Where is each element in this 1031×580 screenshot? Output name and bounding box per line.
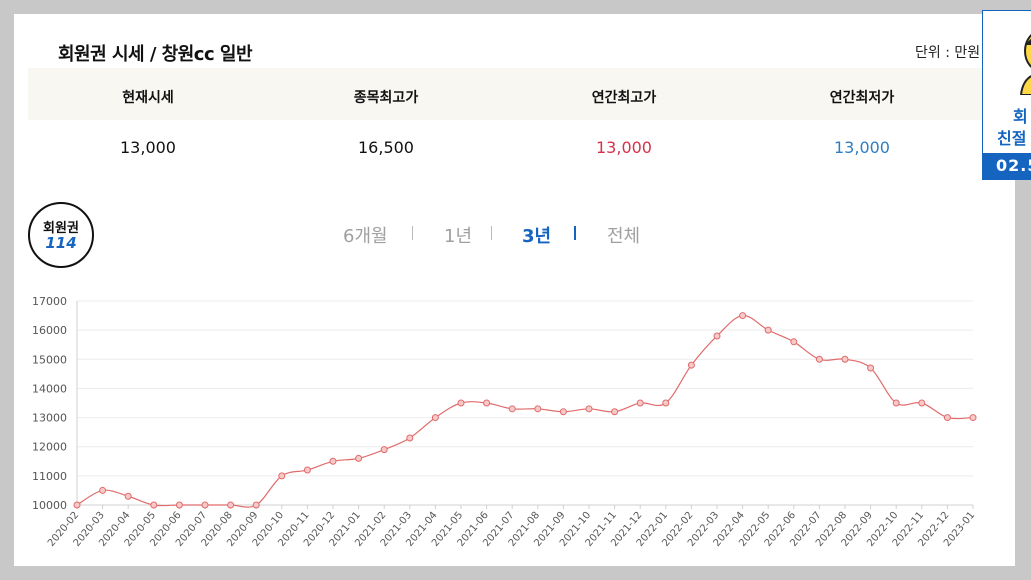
unit-label: 단위 : 만원 [915,45,981,61]
period-tabs: 6개월 1년 3년 전체 [14,222,1015,247]
data-point [150,501,158,509]
tab-separator [491,226,492,240]
data-point [329,457,337,465]
data-point [662,399,670,407]
data-point [739,312,747,320]
ad-phone-bar: 02.5 [983,153,1031,179]
data-point [380,446,388,454]
data-point [636,399,644,407]
data-point [559,408,567,416]
page-title: 회원권 시세 / 창원cc 일반 [58,44,253,65]
y-tick-label: 11000 [32,470,67,483]
header-annual-low: 연간최저가 [829,90,895,106]
tab-3-years[interactable]: 3년 [522,226,552,247]
value-all-time-high: 16,500 [358,138,414,157]
data-point [431,414,439,422]
header-annual-high: 연간최고가 [591,90,657,106]
y-tick-label: 14000 [32,382,67,395]
data-point [815,355,823,363]
data-point [73,501,81,509]
y-tick-label: 17000 [32,295,67,308]
tab-1-year[interactable]: 1년 [444,226,473,247]
ad-text-line1: 회 [1013,107,1028,126]
data-point [611,408,619,416]
brand-logo: 회원권 114 [28,202,94,268]
data-point [841,355,849,363]
y-tick-label: 16000 [32,324,67,337]
data-point [687,361,695,369]
data-point [943,414,951,422]
summary-header-row [28,68,998,120]
data-point [508,405,516,413]
value-annual-low: 13,000 [834,138,890,157]
logo-text: 회원권 [43,221,79,236]
data-point [278,472,286,480]
header-current-price: 현재시세 [122,90,174,106]
data-point [585,405,593,413]
data-point [201,501,209,509]
tab-separator [574,226,576,240]
data-point [764,326,772,334]
tab-6-months[interactable]: 6개월 [343,226,388,247]
value-current-price: 13,000 [120,138,176,157]
y-tick-label: 15000 [32,353,67,366]
data-point [713,332,721,340]
mascot-icon [1019,34,1031,95]
data-point [483,399,491,407]
side-ad-banner[interactable]: 회 친절 02.5 [982,10,1031,180]
ad-text-line2: 친절 [997,129,1027,148]
data-point [252,501,260,509]
data-point [175,501,183,509]
data-point [969,414,977,422]
data-point [124,492,132,500]
data-point [99,486,107,494]
data-point [227,501,235,509]
ad-phone-number: 02.5 [996,156,1031,175]
tab-all[interactable]: 전체 [607,226,641,247]
y-tick-label: 12000 [32,441,67,454]
y-tick-label: 13000 [32,412,67,425]
data-point [867,364,875,372]
series-line [76,314,974,508]
data-point [892,399,900,407]
price-line-chart: 10000 11000 12000 13000 14000 15000 16000 17000… [32,295,977,549]
y-tick-label: 10000 [32,499,67,512]
data-point [457,399,465,407]
data-point [406,434,414,442]
tab-separator [412,226,413,240]
data-point [534,405,542,413]
header-all-time-high: 종목최고가 [353,90,419,106]
price-panel: 회원권 시세 / 창원cc 일반 단위 : 만원 현재시세 종목최고가 연간최고… [14,14,1015,566]
data-point [918,399,926,407]
logo-number: 114 [45,234,77,252]
data-point [355,454,363,462]
data-point [790,338,798,346]
value-annual-high: 13,000 [596,138,652,157]
data-point [303,466,311,474]
